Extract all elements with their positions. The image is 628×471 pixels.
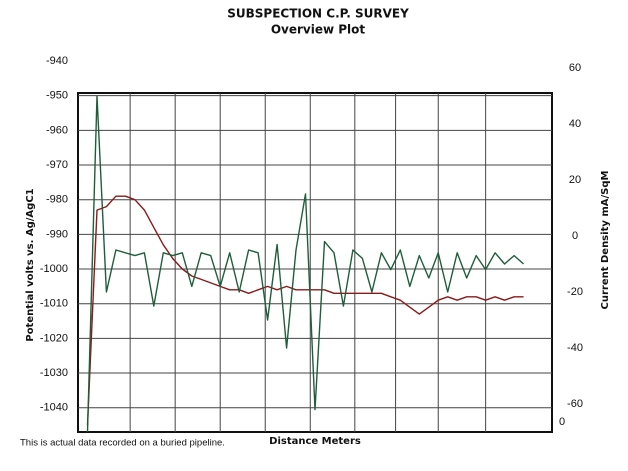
y-tick-label: -950 [46, 90, 68, 102]
y-axis-label: Potential volts vs. Ag/AgC1 [25, 188, 36, 341]
y-tick-label: -1000 [40, 263, 68, 275]
series-line [86, 195, 524, 426]
y-tick-label: -980 [46, 194, 68, 206]
y2-tick-label: 60 [569, 62, 581, 74]
x-axis-label: Distance Meters [269, 436, 361, 447]
y-tick-label: -1040 [40, 402, 68, 414]
y2-tick-label: -20 [567, 286, 583, 298]
corner-label: 0 [559, 416, 565, 428]
y-tick-label: -1030 [40, 367, 68, 379]
y2-tick-label: -40 [567, 342, 583, 354]
y-tick-label: -960 [46, 124, 68, 136]
y-tick-label: -990 [46, 228, 68, 240]
series-line [86, 95, 525, 433]
chart-subtitle: Overview Plot [271, 23, 366, 37]
y2-tick-label: 20 [569, 174, 581, 186]
y2-tick-label: 40 [569, 118, 581, 130]
y2-axis-label: Current Density mA/SqM [600, 170, 611, 309]
y-tick-label: -1010 [40, 298, 68, 310]
y2-tick-label: -60 [567, 398, 583, 410]
y-tick-label: -970 [46, 159, 68, 171]
chart-title: SUBSPECTION C.P. SURVEY [227, 7, 409, 21]
y-tick-label: -1020 [40, 332, 68, 344]
footnote: This is actual data recorded on a buried… [20, 438, 225, 449]
y2-tick-label: 0 [572, 230, 578, 242]
y-tick-label: -940 [46, 55, 68, 67]
